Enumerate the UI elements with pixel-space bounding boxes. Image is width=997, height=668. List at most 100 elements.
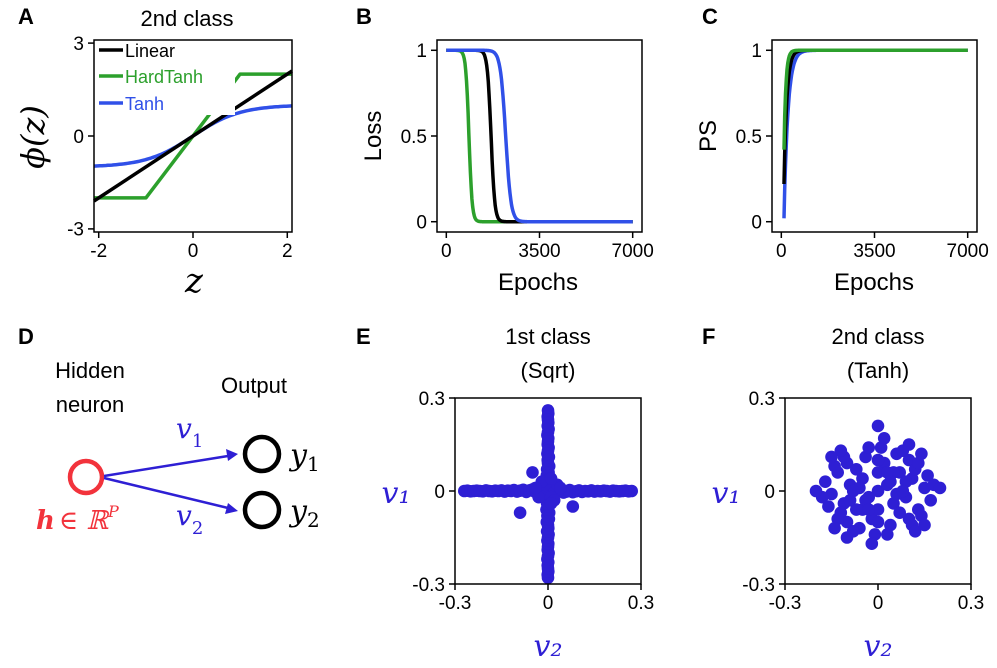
panel-e-xlabel: v₂ [534,629,563,664]
scatter-point [544,497,558,510]
scatter-point [902,438,916,451]
panel-a-activation-plot: 2nd class -2 0 2-303 Linear HardTanh Tanh … [14,6,293,301]
panel-e-ticks: -0.3 0 0.3 -0.3 0 0.3 [412,389,654,614]
output-1-label: y1 [288,438,320,476]
weight-2-subscript: 2 [192,518,203,539]
panel-e-ylabel: v₁ [382,476,411,511]
scatter-point [908,525,922,538]
scatter-point [834,444,848,458]
x-tick-label: -0.3 [769,593,802,614]
x-tick-label: 0.3 [958,593,984,614]
y-tick-label: 3 [73,34,84,55]
x-tick-label: 0 [776,241,787,262]
panel-c-ylabel: PS [695,120,722,152]
y-tick-label: 0 [764,482,775,503]
panel-c-xlabel: Epochs [834,269,914,296]
scatter-point [825,450,838,464]
panel-b-series [445,48,634,224]
output-1-subscript: 1 [307,452,320,476]
weight-1-symbol: v [176,412,192,445]
weight-2-label: v2 [176,499,203,539]
scatter-point [933,481,947,495]
arrowhead-1 [226,449,238,461]
panel-a-line-linear [93,69,293,203]
panel-f-subtitle: (Tanh) [847,358,909,383]
y-tick-label: 0.3 [419,389,445,410]
output-node-1 [242,434,282,474]
y-tick-label: -3 [67,220,84,241]
hidden-vector-rest: ∈ ℝ [59,506,110,536]
scatter-point [881,466,894,479]
panel-c-frame [771,39,978,233]
x-tick-label: 2 [282,241,293,262]
y-tick-label: 0.5 [401,127,427,148]
hidden-vector-sup: P [107,502,119,521]
y-tick-label: -0.3 [742,575,775,596]
scatter-point [840,531,854,544]
y-tick-label: 0.3 [749,389,775,410]
scatter-point [529,481,542,495]
panel-b-ticks: 0 3500 7000 0 0.5 1 [401,41,654,262]
legend-label-hardtanh: HardTanh [125,67,203,87]
scatter-point [846,484,860,498]
x-tick-label: 7000 [947,241,989,262]
x-tick-label: 7000 [612,241,654,262]
scatter-point [881,528,894,541]
scatter-point [819,475,832,489]
x-tick-label: 0 [873,593,884,614]
scatter-point [828,521,841,535]
panel-e-points [458,404,638,585]
panel-f-xlabel: v₂ [864,629,893,664]
panel-c-line-hardtanh [782,48,969,150]
output-2-label: y2 [288,494,320,532]
panel-b-loss-plot: 0 3500 7000 0 0.5 1 Epochs Loss [360,39,654,296]
output-label: Output [221,373,287,398]
y-tick-label: 0 [434,482,445,503]
weight-edge-2 [103,476,229,510]
hidden-vector-h: h [36,506,55,536]
panel-a-ticks: -2 0 2 -3 0 3 [67,34,292,262]
panel-d-network-diagram: Hidden neuron Output y1 y2 v1 v2 h ∈ ℝP [36,358,320,539]
scatter-point [513,506,527,519]
scatter-point [924,494,937,507]
scatter-point [871,419,885,433]
panel-a-xlabel: z [184,261,204,301]
panel-e-scatter: 1st class (Sqrt) -0.3 0 0.3 -0.3 0 0.3 v₂ v₁ [382,324,655,664]
legend-label-tanh: Tanh [125,94,164,114]
scatter-point [865,537,879,550]
scatter-point [877,432,891,445]
scatter-point [850,463,863,476]
panel-c-line-linear [782,48,969,185]
scatter-point [871,503,885,516]
legend-label-linear: Linear [125,41,175,61]
panel-letter-a: A [18,4,34,29]
panel-f-title: 2nd class [832,324,925,349]
weight-1-label: v1 [176,412,203,452]
x-tick-label: -2 [90,241,107,262]
x-tick-label: -0.3 [439,593,472,614]
arrowhead-2 [225,503,238,514]
y-tick-label: 0 [416,213,427,234]
scatter-point [921,469,934,482]
panel-b-ylabel: Loss [360,111,387,162]
panel-f-points [809,419,947,550]
x-tick-label: 3500 [518,241,560,262]
scatter-point [871,515,885,529]
panel-a-legend: Linear HardTanh Tanh [97,41,235,115]
scatter-point [554,481,567,495]
scatter-point [809,484,823,498]
x-tick-label: 0 [188,241,199,262]
panel-e-subtitle: (Sqrt) [521,358,576,383]
y-tick-label: 0 [73,127,84,148]
panel-c-line-tanh [782,48,969,219]
panel-a-series [93,69,293,203]
panel-f-ylabel: v₁ [712,476,741,511]
y-tick-label: 0.5 [736,127,762,148]
scatter-point [822,500,835,513]
scatter-point [862,441,875,454]
panel-c-ticks: 0 3500 7000 0 0.5 1 [736,41,989,262]
output-2-symbol: y [288,494,308,529]
panel-a-ylabel: ϕ(z) [14,105,52,169]
scatter-point [566,500,580,513]
x-tick-label: 3500 [853,241,895,262]
